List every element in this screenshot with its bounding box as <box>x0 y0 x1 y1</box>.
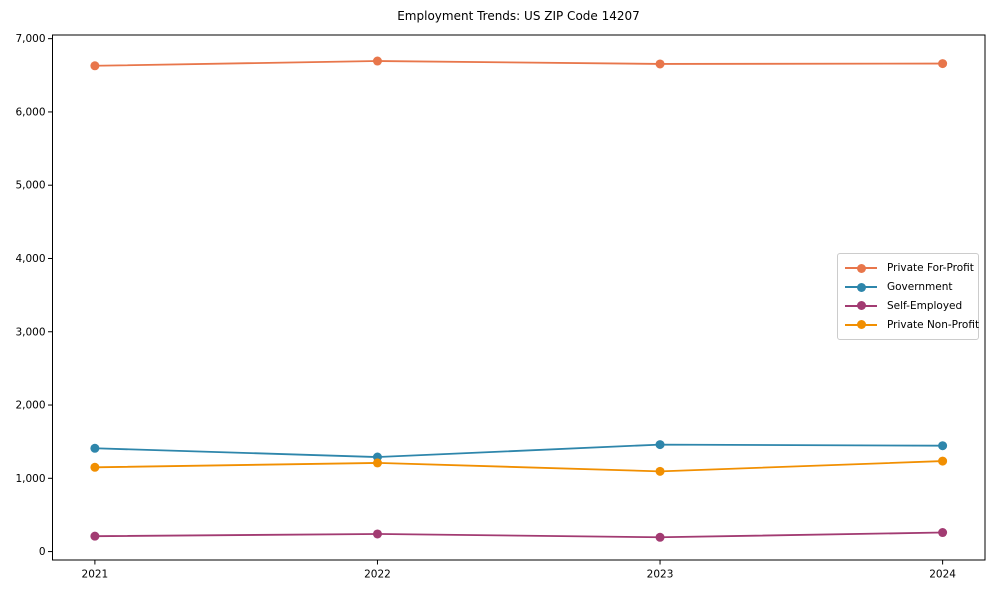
series-marker-private-for-profit <box>372 56 382 66</box>
legend-dot <box>856 263 866 273</box>
y-tick-label: 1,000 <box>15 473 45 485</box>
legend-label: Self-Employed <box>887 299 963 312</box>
legend-entry: Self-Employed <box>845 297 971 316</box>
y-tick-label: 4,000 <box>15 253 45 265</box>
series-line-private-non-profit <box>94 460 943 473</box>
legend-entry: Government <box>845 278 971 297</box>
series-marker-government <box>90 443 100 453</box>
legend-line-dot-icon <box>845 300 877 311</box>
y-tick-label: 2,000 <box>15 400 45 412</box>
series-marker-private-non-profit <box>90 462 100 472</box>
series-marker-private-non-profit <box>372 458 382 468</box>
legend-label: Private For-Profit <box>887 262 974 275</box>
y-tick-label: 7,000 <box>15 33 45 45</box>
series-marker-self-employed <box>372 529 382 539</box>
plot-border <box>52 34 986 561</box>
chart-title: Employment Trends: US ZIP Code 14207 <box>397 9 640 23</box>
x-tick-label: 2022 <box>364 569 391 581</box>
x-tick-label: 2021 <box>82 569 109 581</box>
series-marker-self-employed <box>90 531 100 541</box>
series-marker-government <box>938 441 948 451</box>
series-line-self-employed <box>94 531 943 539</box>
legend-label: Private Non-Profit <box>887 318 980 331</box>
legend-line-dot-icon <box>845 319 877 330</box>
legend-dot <box>856 320 866 330</box>
y-tick-label: 3,000 <box>15 326 45 338</box>
legend-line-dot-icon <box>845 263 877 274</box>
series-marker-private-for-profit <box>938 59 948 69</box>
legend-dot <box>856 301 866 311</box>
y-tick-label: 6,000 <box>15 106 45 118</box>
y-tick-label: 0 <box>39 546 46 558</box>
series-marker-private-for-profit <box>655 59 665 69</box>
x-tick-label: 2023 <box>647 569 674 581</box>
legend-label: Government <box>887 281 953 294</box>
series-marker-private-for-profit <box>90 61 100 71</box>
legend: Private For-Profit Government Self-Employe… <box>837 253 979 340</box>
series-line-private-for-profit <box>94 60 943 67</box>
series-line-government <box>94 443 943 458</box>
legend-entry: Private Non-Profit <box>845 315 979 334</box>
series-marker-private-non-profit <box>938 456 948 466</box>
legend-line-dot-icon <box>845 282 877 293</box>
y-tick-label: 5,000 <box>15 180 45 192</box>
x-tick-label: 2024 <box>929 569 956 581</box>
series-marker-self-employed <box>655 532 665 542</box>
series-marker-self-employed <box>938 528 948 538</box>
legend-dot <box>856 282 866 292</box>
series-marker-government <box>655 440 665 450</box>
series-marker-private-non-profit <box>655 466 665 476</box>
legend-entry: Private For-Profit <box>845 259 974 278</box>
